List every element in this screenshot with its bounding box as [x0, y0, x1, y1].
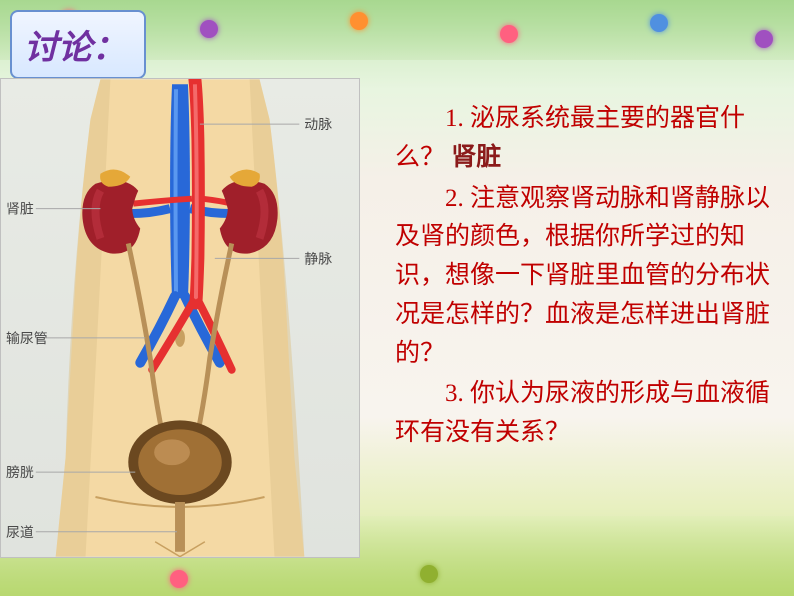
flower-decoration [420, 565, 438, 583]
vein-main [170, 84, 190, 298]
artery-highlight [195, 84, 197, 300]
label-artery: 动脉 [304, 117, 332, 133]
flower-decoration [170, 570, 188, 588]
label-vein: 静脉 [304, 251, 332, 267]
q1-answer: 肾脏 [451, 144, 501, 171]
flower-decoration [755, 30, 773, 48]
flower-decoration [200, 20, 218, 38]
question-1: 1. 泌尿系统最主要的器官什么？ 肾脏 [395, 100, 785, 178]
urethra-shape [175, 502, 185, 552]
discussion-title: 讨论： [10, 10, 146, 79]
renal-vein-left [130, 209, 170, 214]
flower-decoration [650, 14, 668, 32]
flower-decoration [500, 25, 518, 43]
bladder-highlight [154, 439, 190, 465]
label-ureter: 输尿管 [6, 331, 48, 347]
urinary-system-diagram: 动脉 肾脏 静脉 输尿管 膀胱 尿道 [0, 78, 360, 558]
flower-decoration [350, 12, 368, 30]
questions-text: 1. 泌尿系统最主要的器官什么？ 肾脏 2. 注意观察肾动脉和肾静脉以及肾的颜色… [395, 100, 785, 455]
label-bladder: 膀胱 [6, 464, 34, 481]
q1-text: 1. 泌尿系统最主要的器官什么？ [395, 105, 745, 171]
question-3: 3. 你认为尿液的形成与血液循环有没有关系？ [395, 375, 785, 453]
label-urethra: 尿道 [6, 525, 34, 541]
label-kidney: 肾脏 [6, 202, 34, 218]
question-2: 2. 注意观察肾动脉和肾静脉以及肾的颜色，根据你所学过的知识，想像一下肾脏里血管… [395, 180, 785, 374]
anatomy-svg: 动脉 肾脏 静脉 输尿管 膀胱 尿道 [1, 79, 359, 557]
